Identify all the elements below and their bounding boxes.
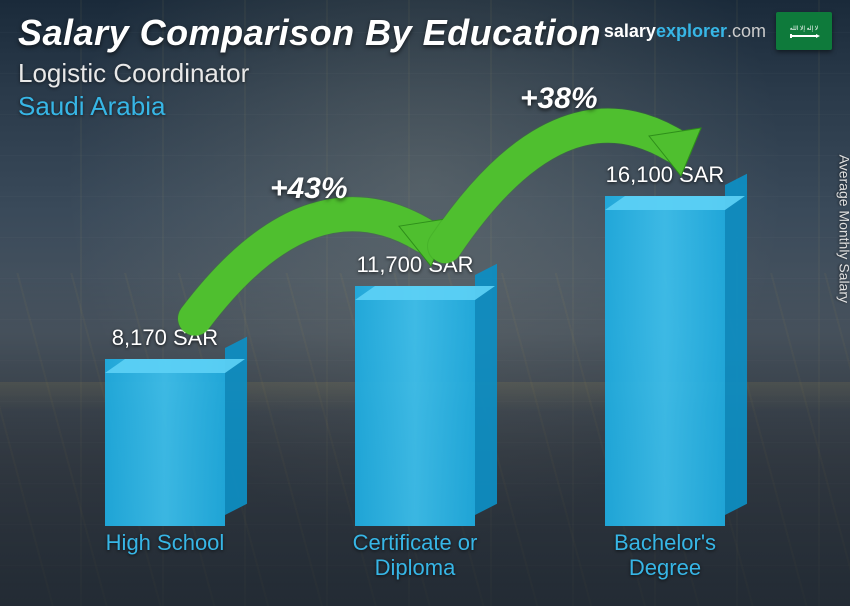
brand-block: salaryexplorer.com لا إله إلا الله	[604, 12, 832, 50]
job-title: Logistic Coordinator	[18, 58, 832, 89]
bar-chart: 8,170 SAR11,700 SAR16,100 SAR High Schoo…	[40, 146, 790, 586]
percent-increase-label: +38%	[520, 82, 598, 116]
increase-arrow-1: +38%	[40, 146, 790, 586]
y-axis-label: Average Monthly Salary	[836, 155, 850, 303]
brand-text: salaryexplorer.com	[604, 21, 766, 42]
brand-part1: salary	[604, 21, 656, 41]
brand-part3: .com	[727, 21, 766, 41]
country-name: Saudi Arabia	[18, 91, 832, 122]
header: Salary Comparison By Education Logistic …	[18, 12, 832, 122]
brand-part2: explorer	[656, 21, 727, 41]
saudi-arabia-flag-icon: لا إله إلا الله	[776, 12, 832, 50]
svg-text:لا إله إلا الله: لا إله إلا الله	[790, 25, 818, 32]
